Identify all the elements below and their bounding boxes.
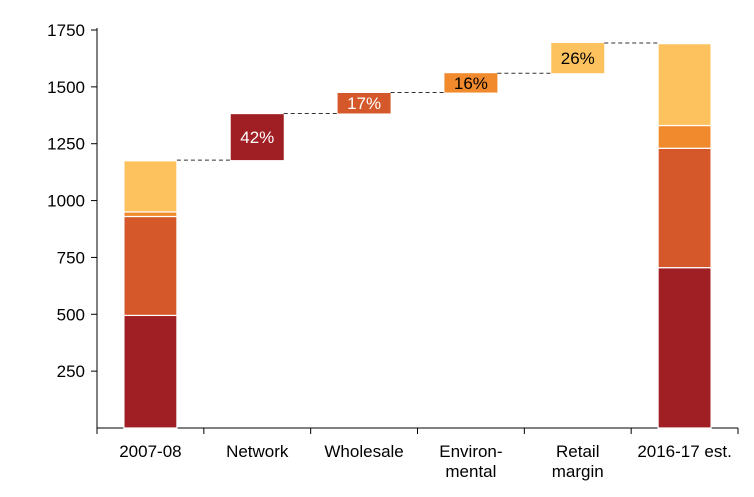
x-tick-label: 2007-08 [119,442,181,461]
total-bar-segment-retail [657,43,712,127]
total-bar-segment-retail [123,160,178,213]
total-bar-segment-network [657,267,712,429]
total-bar-segment-wholesale [657,147,712,269]
increment-bar-wholesale [337,92,391,114]
increment-bar-environmental [444,73,498,93]
y-tick-label: 1250 [47,135,85,154]
increment-label: 26% [561,49,595,68]
x-tick-label: mental [445,462,496,481]
increment-label: 42% [240,128,274,147]
y-tick-label: 1750 [47,21,85,40]
total-bar-segment-environmental [123,211,178,218]
increment-bar-network [230,114,284,161]
total-bar-segment-environmental [657,124,712,149]
increment-bar-retail [551,42,605,74]
increment-label: 17% [347,94,381,113]
x-tick-label: 2016-17 est. [637,442,732,461]
y-tick-label: 1000 [47,192,85,211]
x-tick-label: Environ- [439,442,502,461]
x-tick-label: margin [552,462,604,481]
x-tick-label: Network [226,442,289,461]
y-tick-label: 1500 [47,78,85,97]
y-tick-label: 250 [57,362,85,381]
y-tick-label: 500 [57,305,85,324]
increment-label: 16% [454,74,488,93]
total-bar-segment-network [123,314,178,429]
x-tick-label: Retail [556,442,599,461]
x-tick-label: Wholesale [324,442,403,461]
total-bar-segment-wholesale [123,215,178,317]
y-tick-label: 750 [57,248,85,267]
